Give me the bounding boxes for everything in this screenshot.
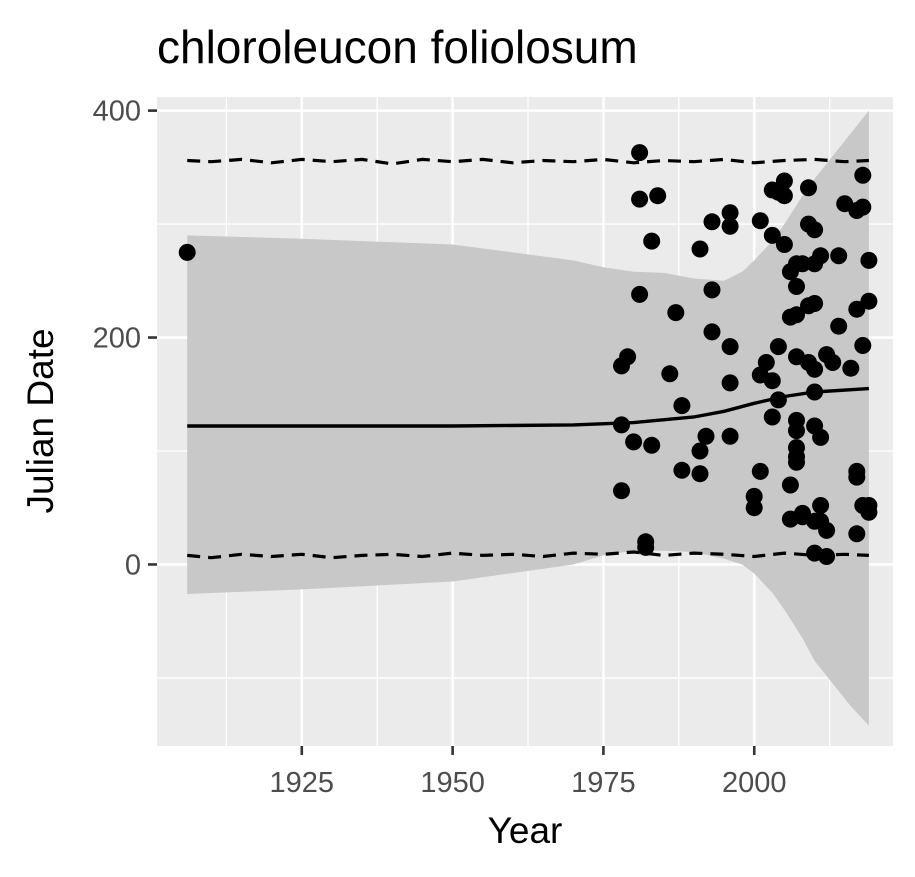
data-point — [637, 538, 655, 556]
data-point — [860, 251, 878, 269]
data-point — [794, 255, 811, 273]
x-tick-label: 1975 — [571, 767, 636, 799]
data-point — [812, 428, 830, 446]
data-point — [643, 232, 661, 250]
data-point — [806, 221, 824, 239]
data-point — [775, 187, 793, 205]
data-point — [860, 503, 878, 521]
data-point — [661, 365, 679, 383]
data-point — [703, 281, 721, 299]
data-point — [781, 476, 799, 494]
data-point — [842, 359, 860, 377]
data-point — [763, 372, 781, 390]
data-point — [800, 179, 817, 197]
data-point — [806, 360, 824, 378]
data-points — [178, 144, 878, 565]
data-point — [812, 497, 830, 514]
data-point — [613, 482, 630, 500]
y-tick-label: 200 — [93, 323, 141, 355]
data-point — [178, 243, 196, 261]
data-point — [854, 166, 872, 184]
data-point — [860, 292, 878, 310]
data-point — [775, 236, 793, 253]
data-point — [649, 187, 667, 205]
data-point — [806, 295, 824, 312]
y-tick-label: 400 — [93, 96, 141, 128]
data-point — [854, 198, 872, 216]
data-point — [830, 317, 848, 335]
data-point — [691, 240, 709, 258]
x-tick-label: 2000 — [722, 767, 787, 799]
data-point — [788, 422, 805, 440]
data-point — [691, 442, 709, 460]
x-axis: 1925 1950 1975 2000 — [270, 746, 787, 799]
upper-bound-dashed-line — [187, 157, 869, 166]
y-axis: 0 200 400 — [93, 96, 157, 581]
data-point — [854, 337, 872, 354]
x-axis-title: Year — [488, 810, 563, 851]
data-point — [631, 190, 649, 208]
data-point — [721, 427, 739, 445]
data-point — [812, 247, 830, 265]
data-point — [691, 465, 709, 483]
data-point — [673, 397, 691, 415]
data-point — [757, 354, 775, 371]
data-point — [848, 525, 866, 543]
data-point — [721, 217, 739, 235]
data-point — [619, 348, 637, 366]
data-point — [775, 172, 793, 190]
chart-title: chloroleucon foliolosum — [157, 21, 638, 73]
data-point — [703, 213, 721, 231]
data-point — [613, 416, 630, 434]
data-point — [788, 453, 805, 471]
data-point — [806, 383, 824, 401]
y-axis-title: Julian Date — [20, 328, 61, 513]
data-point — [631, 144, 649, 162]
data-point — [745, 499, 763, 517]
data-point — [818, 521, 836, 539]
data-point — [703, 323, 721, 341]
data-point — [721, 338, 739, 356]
y-tick-label: 0 — [125, 549, 141, 581]
lower-bound-dashed-line — [187, 550, 869, 560]
data-point — [788, 278, 805, 295]
data-point — [721, 374, 739, 392]
data-point — [697, 427, 715, 445]
data-point — [625, 433, 643, 451]
data-point — [643, 436, 661, 454]
data-point — [769, 338, 787, 356]
x-tick-label: 1925 — [270, 767, 335, 799]
data-point — [848, 468, 866, 486]
data-point — [721, 204, 739, 222]
data-point — [763, 408, 781, 426]
fit-line — [187, 386, 870, 428]
data-point — [751, 462, 769, 480]
data-point — [673, 461, 691, 479]
x-tick-label: 1950 — [420, 767, 485, 799]
confidence-ribbon — [187, 110, 869, 726]
data-point — [769, 391, 787, 409]
data-point — [667, 304, 685, 322]
data-point — [788, 306, 805, 324]
data-point — [848, 300, 866, 318]
data-point — [631, 285, 649, 303]
data-point — [830, 247, 848, 265]
data-point — [751, 212, 769, 230]
data-point — [818, 548, 836, 565]
data-point — [763, 226, 781, 244]
data-point — [824, 354, 842, 371]
